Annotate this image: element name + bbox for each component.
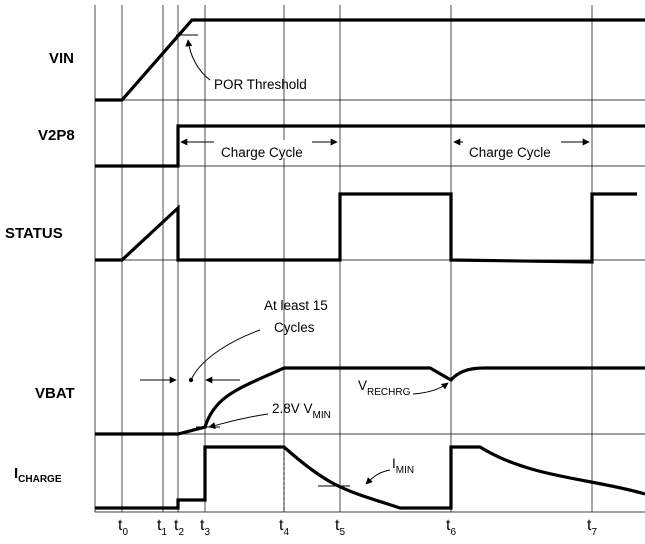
charge-cycle-1-bg bbox=[214, 140, 312, 158]
at-least-dot bbox=[188, 377, 194, 383]
vrechrg-leader bbox=[412, 382, 449, 395]
vmin-leader bbox=[208, 413, 269, 429]
t5-label: t5 bbox=[335, 517, 345, 538]
charge-cycle-2-label: Charge Cycle bbox=[469, 145, 551, 160]
vrechrg-label: VRECHRG bbox=[358, 378, 411, 398]
status-waveform bbox=[95, 192, 637, 264]
at-least-line2: Cycles bbox=[274, 320, 315, 335]
imin-label: IMIN bbox=[392, 456, 414, 476]
t7-label: t7 bbox=[587, 517, 597, 538]
charge-cycle-2-bg bbox=[463, 140, 561, 158]
time-axis-labels: t0 t1 t2 t3 t4 t5 t6 t7 bbox=[118, 517, 597, 538]
t6-label: t6 bbox=[446, 517, 456, 538]
icharge-waveform bbox=[95, 445, 645, 510]
vin-waveform bbox=[95, 18, 645, 102]
vin-label: VIN bbox=[49, 50, 74, 67]
icharge-label: ICHARGE bbox=[14, 465, 62, 485]
status-label: STATUS bbox=[5, 225, 63, 242]
v2p8-waveform bbox=[95, 124, 645, 168]
por-threshold-label: POR Threshold bbox=[214, 77, 307, 92]
vbat-waveform bbox=[95, 366, 645, 436]
vbat-label: VBAT bbox=[35, 385, 75, 402]
imin-leader bbox=[365, 469, 391, 485]
at-least-leader bbox=[191, 329, 261, 379]
time-grid-lines bbox=[94, 5, 593, 512]
vmin-label: 2.8V VMIN bbox=[272, 401, 331, 421]
t2-label: t2 bbox=[174, 517, 184, 538]
t0-label: t0 bbox=[118, 517, 128, 538]
at-least-line1: At least 15 bbox=[264, 298, 328, 313]
t3-label: t3 bbox=[200, 517, 210, 538]
por-leader bbox=[185, 39, 211, 81]
t1-label: t1 bbox=[157, 517, 167, 538]
charge-cycle-1-label: Charge Cycle bbox=[221, 145, 303, 160]
v2p8-label: V2P8 bbox=[38, 127, 75, 144]
t4-label: t4 bbox=[279, 517, 289, 538]
